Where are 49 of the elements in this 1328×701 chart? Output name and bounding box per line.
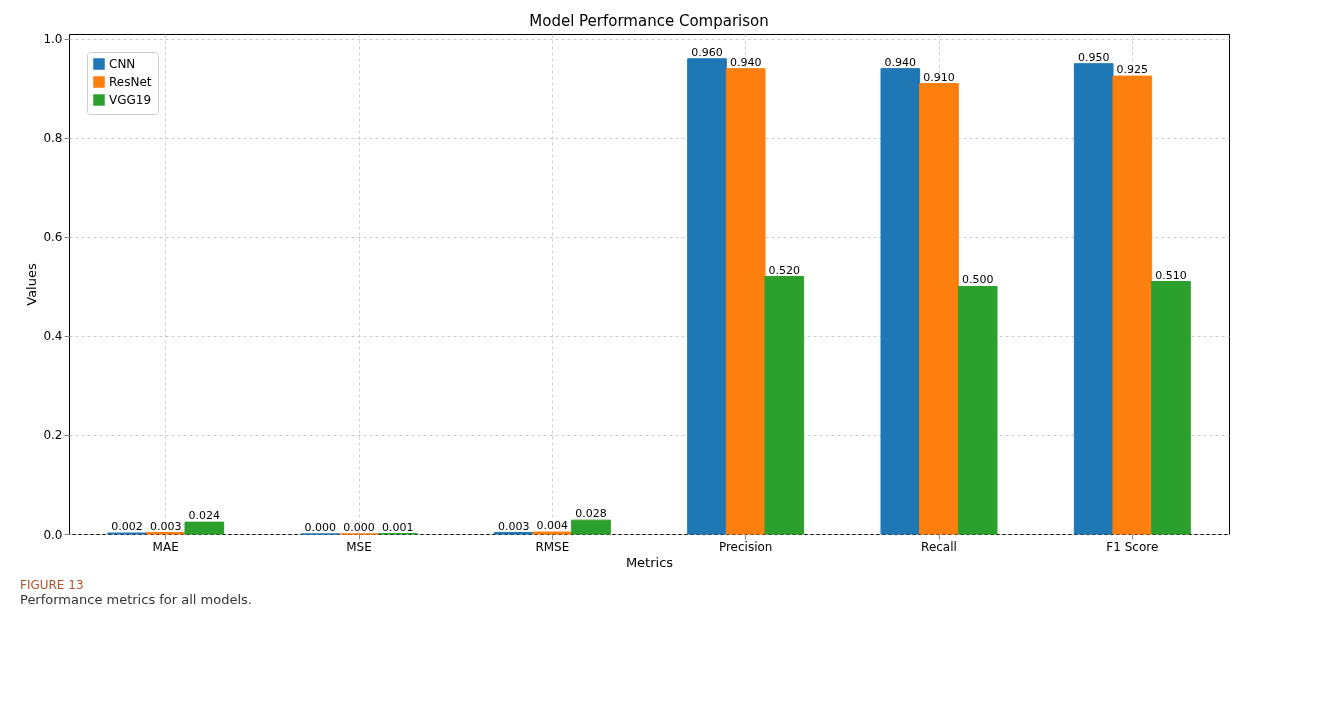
y-tick-label: 0.0 bbox=[43, 527, 63, 542]
y-axis-title: Values bbox=[24, 263, 40, 306]
x-tick-label: Precision bbox=[718, 539, 773, 554]
data-label: 0.940 bbox=[884, 55, 917, 69]
bar bbox=[687, 58, 727, 535]
y-tick-label: 1.0 bbox=[43, 32, 63, 47]
x-tick-label: MSE bbox=[346, 539, 372, 554]
bar bbox=[919, 83, 959, 535]
data-label: 0.000 bbox=[343, 521, 375, 534]
bar bbox=[1151, 281, 1191, 535]
data-label: 0.002 bbox=[111, 520, 143, 534]
data-label: 0.510 bbox=[1155, 268, 1187, 282]
bar bbox=[571, 519, 611, 535]
y-tick-label: 0.4 bbox=[43, 329, 63, 344]
bar bbox=[880, 68, 921, 535]
x-tick-label: RMSE bbox=[535, 539, 570, 554]
data-label: 0.950 bbox=[1077, 50, 1110, 64]
legend-label: VGG19 bbox=[109, 93, 152, 107]
data-label: 0.910 bbox=[923, 70, 955, 84]
data-label: 0.925 bbox=[1116, 63, 1149, 77]
data-label: 0.500 bbox=[961, 273, 994, 287]
data-label: 0.940 bbox=[729, 55, 762, 69]
x-tick-label: F1 Score bbox=[1106, 539, 1159, 554]
data-label: 0.028 bbox=[575, 507, 607, 521]
data-label: 0.003 bbox=[497, 519, 530, 533]
data-label: 0.004 bbox=[536, 519, 569, 533]
y-tick-label: 0.2 bbox=[43, 428, 63, 443]
bar bbox=[184, 521, 225, 535]
x-axis-title: Metrics bbox=[625, 554, 674, 570]
data-label: 0.960 bbox=[691, 45, 723, 59]
y-tick-label: 0.6 bbox=[43, 230, 63, 245]
chart-title: Model Performance Comparison bbox=[529, 11, 769, 30]
text: Performance metrics for all models. bbox=[20, 592, 253, 607]
data-label: 0.003 bbox=[149, 519, 182, 533]
data-label: 0.520 bbox=[768, 263, 801, 277]
data-label: 0.000 bbox=[304, 521, 337, 534]
bar bbox=[957, 285, 998, 535]
legend-label: CNN bbox=[109, 57, 136, 71]
bar bbox=[725, 68, 766, 535]
x-tick-label: Recall bbox=[921, 539, 957, 554]
bar bbox=[1112, 75, 1153, 535]
caption: FIGURE 13 bbox=[20, 578, 85, 592]
y-tick-label: 0.8 bbox=[43, 131, 63, 146]
data-label: 0.024 bbox=[188, 509, 221, 523]
data-label: 0.001 bbox=[381, 520, 414, 534]
x-tick-label: MAE bbox=[152, 539, 179, 554]
legend-label: ResNet bbox=[109, 75, 152, 89]
bar bbox=[1073, 63, 1114, 535]
bar bbox=[764, 276, 805, 535]
